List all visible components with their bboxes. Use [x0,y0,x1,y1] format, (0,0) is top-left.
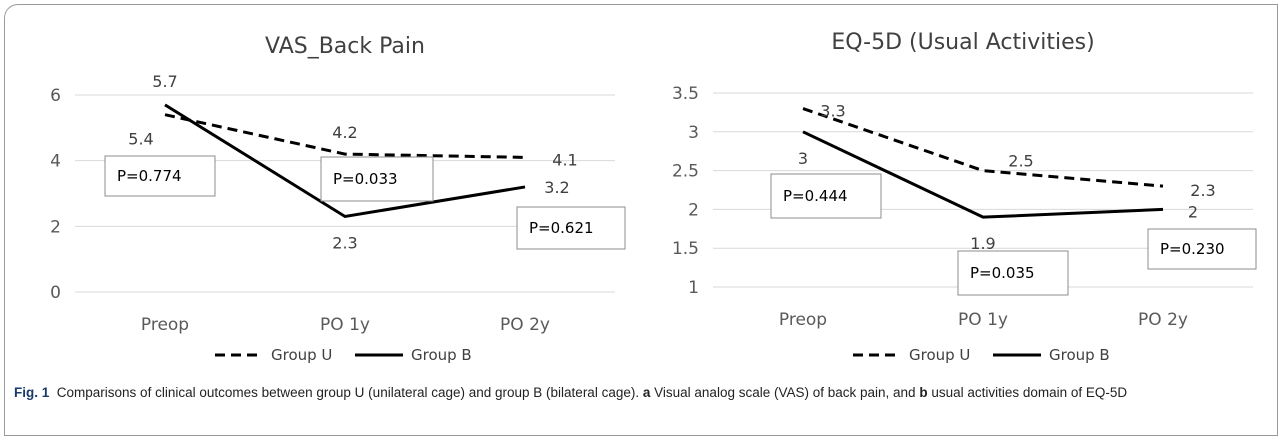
data-label: 3.3 [820,102,845,121]
data-label: 2.3 [1190,181,1215,200]
y-tick-label: 2 [688,200,699,220]
series-line-group-b [802,130,1164,219]
p-value-box [770,173,882,219]
data-label: 3 [798,149,808,168]
x-tick-label: PO 2y [500,315,550,335]
y-tick-label: 1 [688,278,699,298]
p-value-box [104,155,216,197]
p-value-label: P=0.444 [783,187,848,205]
p-value-label: P=0.033 [333,170,398,188]
data-label: 2.5 [1008,152,1033,171]
series-line-group-u [802,107,1164,188]
y-tick-label: 1.5 [672,239,699,259]
chart-vas-back-pain: VAS_Back Pain 0 2 4 6 Preop PO 1y PO 2y 5.4 4.2 4.… [50,34,626,364]
chart-title: EQ-5D (Usual Activities) [831,30,1094,55]
p-value-label: P=0.035 [970,264,1035,282]
figure-frame: VAS_Back Pain 0 2 4 6 Preop PO 1y PO 2y 5.4 4.2 4.… [4,4,1278,436]
y-tick-label: 2 [50,217,61,237]
data-label: 1.9 [970,234,995,253]
data-label: 3.2 [544,178,569,197]
y-tick-label: 3 [688,123,699,143]
figure-caption: Fig. 1 Comparisons of clinical outcomes … [14,383,1264,403]
legend-label: Group B [411,346,472,364]
p-value-box [516,206,626,250]
y-tick-label: 4 [50,152,61,172]
p-value-box [957,250,1069,296]
x-tick-label: PO 2y [1138,310,1188,330]
p-value-label: P=0.230 [1160,240,1225,258]
x-tick-label: Preop [141,315,189,335]
chart-eq5d-usual-activities: EQ-5D (Usual Activities) 1 1.5 2 2.5 3 3.5 Preo… [672,30,1257,364]
data-label: 5.7 [152,72,177,91]
p-value-box [320,156,434,202]
legend-label: Group U [271,346,332,364]
caption-panel-b-label: b [919,385,928,400]
y-tick-label: 6 [50,86,61,106]
chart-title: VAS_Back Pain [265,34,425,59]
caption-text-3: usual activities domain of EQ-5D [931,385,1128,400]
x-tick-label: PO 1y [320,315,370,335]
p-value-label: P=0.774 [117,167,182,185]
data-label: 2 [1188,202,1198,221]
caption-text-1: Comparisons of clinical outcomes between… [56,385,640,400]
legend-label: Group B [1049,346,1110,364]
x-tick-label: Preop [779,310,827,330]
p-value-label: P=0.621 [529,219,594,237]
caption-panel-a-label: a [642,385,651,400]
caption-fig-label: Fig. 1 [14,385,50,400]
data-label: 2.3 [332,233,357,252]
p-value-box [1147,228,1257,270]
caption-text-2: Visual analog scale (VAS) of back pain, … [654,385,916,400]
data-label: 4.1 [552,150,577,169]
data-label: 4.2 [332,123,357,142]
series-line-group-u [164,113,526,159]
data-label: 5.4 [128,130,153,149]
series-line-group-b [164,103,526,219]
legend-label: Group U [909,346,970,364]
x-tick-label: PO 1y [958,310,1008,330]
y-tick-label: 0 [50,283,61,303]
y-tick-label: 2.5 [672,162,699,182]
y-tick-label: 3.5 [672,84,699,104]
